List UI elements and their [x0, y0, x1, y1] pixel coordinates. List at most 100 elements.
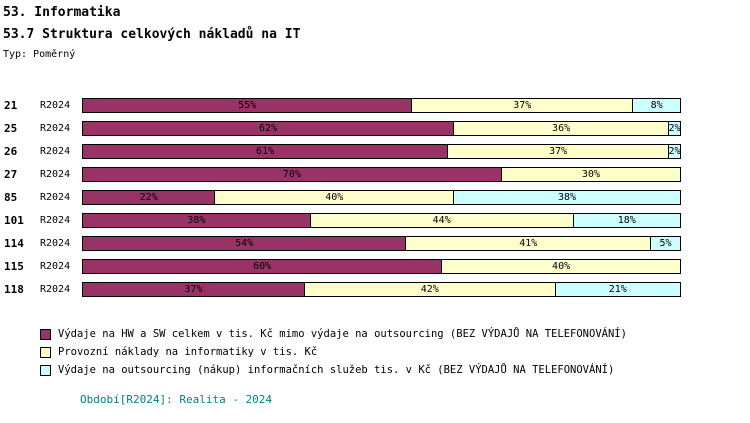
segment-value-label: 44%: [432, 215, 451, 226]
row-category-label: 21: [4, 99, 18, 112]
chart-row: 85 R2024 22% 40% 38%: [0, 186, 750, 209]
legend-item: Provozní náklady na informatiky v tis. K…: [40, 343, 750, 361]
chart-row: 101 R2024 38% 44% 18%: [0, 209, 750, 232]
row-category-label: 27: [4, 168, 18, 181]
bar-segment: 55%: [83, 99, 412, 112]
row-category-label: 118: [4, 283, 24, 296]
bar-segment: 44%: [309, 214, 573, 227]
chart-row: 25 R2024 62% 36% 2%: [0, 117, 750, 140]
bar-segment: 38%: [453, 191, 680, 204]
legend-swatch: [40, 328, 51, 340]
bar-segment: 22%: [83, 191, 215, 204]
legend-item: Výdaje na HW a SW celkem v tis. Kč mimo …: [40, 325, 750, 343]
row-period-label: R2024: [40, 261, 71, 272]
segment-value-label: 37%: [184, 284, 203, 295]
bar-segment: 36%: [453, 122, 669, 135]
legend-label: Provozní náklady na informatiky v tis. K…: [58, 346, 318, 358]
stacked-bar: 37% 42% 21%: [82, 282, 681, 297]
bar-segment: 41%: [405, 237, 651, 250]
segment-value-label: 36%: [552, 123, 571, 134]
legend-swatch: [40, 364, 51, 376]
bar-segment: 5%: [650, 237, 680, 250]
stacked-bar: 70% 30%: [82, 167, 681, 182]
bar-segment: 8%: [632, 99, 680, 112]
row-period-label: R2024: [40, 123, 71, 134]
stacked-bar: 55% 37% 8%: [82, 98, 681, 113]
row-category-label: 26: [4, 145, 18, 158]
segment-value-label: 18%: [617, 215, 636, 226]
bar-segment: 40%: [214, 191, 454, 204]
legend-label: Výdaje na outsourcing (nákup) informační…: [58, 364, 615, 376]
row-period-label: R2024: [40, 215, 71, 226]
segment-value-label: 54%: [235, 238, 254, 249]
stacked-bar: 60% 40%: [82, 259, 681, 274]
segment-value-label: 70%: [282, 169, 301, 180]
segment-value-label: 30%: [581, 169, 600, 180]
segment-value-label: 40%: [325, 192, 344, 203]
row-period-label: R2024: [40, 169, 71, 180]
row-period-label: R2024: [40, 238, 71, 249]
stacked-bar: 62% 36% 2%: [82, 121, 681, 136]
segment-value-label: 55%: [238, 100, 257, 111]
report-page: 53. Informatika 53.7 Struktura celkových…: [0, 5, 750, 423]
stacked-bar-chart: 21 R2024 55% 37% 8% 25 R2024 62% 36% 2% 26 R2024 61%…: [0, 94, 750, 301]
segment-value-label: 37%: [549, 146, 568, 157]
chart-row: 27 R2024 70% 30%: [0, 163, 750, 186]
bar-segment: 21%: [554, 283, 680, 296]
segment-value-label: 37%: [513, 100, 532, 111]
chart-title: 53.7 Struktura celkových nákladů na IT: [3, 27, 301, 42]
stacked-bar: 22% 40% 38%: [82, 190, 681, 205]
row-period-label: R2024: [40, 284, 71, 295]
row-category-label: 25: [4, 122, 18, 135]
segment-value-label: 8%: [650, 100, 663, 111]
legend-swatch: [40, 346, 51, 358]
bar-segment: 37%: [83, 283, 304, 296]
bar-segment: 38%: [83, 214, 310, 227]
chart-row: 21 R2024 55% 37% 8%: [0, 94, 750, 117]
stacked-bar: 54% 41% 5%: [82, 236, 681, 251]
segment-value-label: 61%: [256, 146, 275, 157]
row-category-label: 114: [4, 237, 24, 250]
segment-value-label: 38%: [187, 215, 206, 226]
segment-value-label: 21%: [608, 284, 627, 295]
stacked-bar: 61% 37% 2%: [82, 144, 681, 159]
row-period-label: R2024: [40, 100, 71, 111]
segment-value-label: 5%: [659, 238, 672, 249]
segment-value-label: 2%: [668, 146, 681, 157]
row-period-label: R2024: [40, 192, 71, 203]
bar-segment: 40%: [441, 260, 680, 273]
segment-value-label: 42%: [420, 284, 439, 295]
bar-segment: 54%: [83, 237, 406, 250]
segment-value-label: 2%: [668, 123, 681, 134]
chart-row: 118 R2024 37% 42% 21%: [0, 278, 750, 301]
bar-segment: 62%: [83, 122, 454, 135]
period-footer: Období[R2024]: Realita - 2024: [80, 393, 273, 406]
row-category-label: 101: [4, 214, 24, 227]
stacked-bar: 38% 44% 18%: [82, 213, 681, 228]
bar-segment: 18%: [572, 214, 680, 227]
legend-label: Výdaje na HW a SW celkem v tis. Kč mimo …: [58, 328, 627, 340]
row-period-label: R2024: [40, 146, 71, 157]
bar-segment: 61%: [83, 145, 448, 158]
bar-segment: 37%: [447, 145, 669, 158]
chart-row: 26 R2024 61% 37% 2%: [0, 140, 750, 163]
page-title: 53. Informatika: [3, 5, 121, 20]
bar-segment: 37%: [411, 99, 633, 112]
bar-segment: 2%: [668, 145, 681, 158]
segment-value-label: 60%: [253, 261, 272, 272]
bar-segment: 60%: [83, 260, 442, 273]
chart-type-label: Typ: Poměrný: [3, 49, 76, 60]
chart-legend: Výdaje na HW a SW celkem v tis. Kč mimo …: [40, 325, 750, 379]
chart-row: 114 R2024 54% 41% 5%: [0, 232, 750, 255]
legend-item: Výdaje na outsourcing (nákup) informační…: [40, 361, 750, 379]
segment-value-label: 40%: [552, 261, 571, 272]
bar-segment: 30%: [500, 168, 680, 181]
row-category-label: 115: [4, 260, 24, 273]
bar-segment: 42%: [303, 283, 555, 296]
segment-value-label: 22%: [139, 192, 158, 203]
chart-row: 115 R2024 60% 40%: [0, 255, 750, 278]
row-category-label: 85: [4, 191, 18, 204]
bar-segment: 70%: [83, 168, 501, 181]
segment-value-label: 62%: [259, 123, 278, 134]
segment-value-label: 41%: [519, 238, 538, 249]
